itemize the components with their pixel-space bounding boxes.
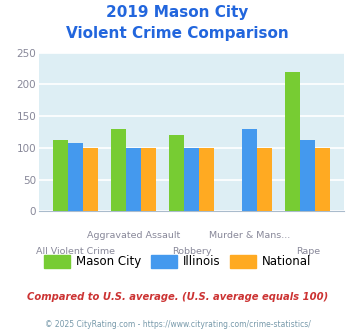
Bar (300, 140, 315, 211)
Bar (111, 129, 126, 211)
Bar (68, 143, 83, 211)
Bar (83, 148, 98, 211)
Bar (141, 148, 156, 211)
Text: Rape: Rape (296, 247, 320, 256)
Text: Robbery: Robbery (172, 247, 212, 256)
Text: Aggravated Assault: Aggravated Assault (87, 231, 180, 240)
Bar (53, 140, 68, 211)
Bar (169, 135, 184, 211)
Bar (285, 72, 300, 211)
Bar (242, 129, 257, 211)
Text: Compared to U.S. average. (U.S. average equals 100): Compared to U.S. average. (U.S. average … (27, 292, 328, 302)
Text: Violent Crime Comparison: Violent Crime Comparison (66, 26, 289, 41)
Text: All Violent Crime: All Violent Crime (36, 247, 115, 256)
Legend: Mason City, Illinois, National: Mason City, Illinois, National (39, 250, 316, 273)
Text: Murder & Mans...: Murder & Mans... (209, 231, 290, 240)
Bar (315, 148, 331, 211)
Bar (126, 148, 141, 211)
Bar (184, 148, 199, 211)
Text: © 2025 CityRating.com - https://www.cityrating.com/crime-statistics/: © 2025 CityRating.com - https://www.city… (45, 320, 310, 329)
Bar (257, 148, 272, 211)
Text: 2019 Mason City: 2019 Mason City (106, 5, 249, 20)
Bar (199, 148, 214, 211)
